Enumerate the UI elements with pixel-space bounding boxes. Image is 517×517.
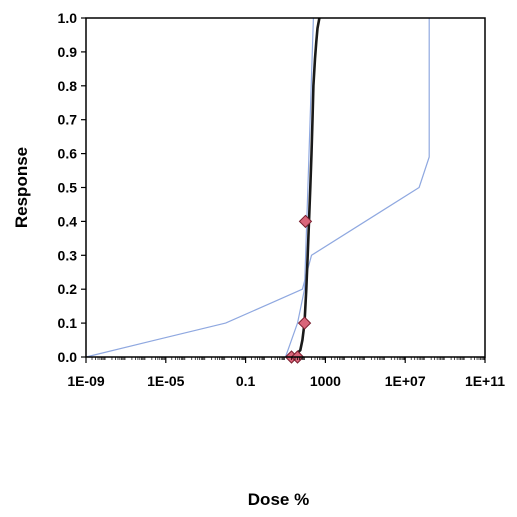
x-tick-label: 0.1 — [236, 373, 256, 389]
x-axis-title: Dose % — [248, 490, 309, 509]
y-tick-label: 0.3 — [58, 247, 78, 263]
data-point — [298, 214, 313, 229]
plot-layer — [85, 17, 430, 364]
x-tick-label: 1E-09 — [67, 373, 105, 389]
y-tick-label: 0.5 — [58, 180, 78, 196]
y-tick-label: 1.0 — [58, 10, 78, 26]
x-tick-label: 1E-05 — [147, 373, 185, 389]
x-tick-label: 1E+07 — [385, 373, 426, 389]
y-axis-title: Response — [12, 147, 31, 228]
y-tick-label: 0.9 — [58, 44, 78, 60]
series-line-band-lower — [284, 17, 314, 358]
y-tick-label: 0.8 — [58, 78, 78, 94]
series-line-fit — [292, 17, 321, 358]
y-tick-label: 0.2 — [58, 281, 78, 297]
series-line-band-upper — [85, 18, 430, 358]
y-tick-label: 0.6 — [58, 146, 78, 162]
y-tick-label: 0.1 — [58, 315, 78, 331]
y-tick-label: 0.0 — [58, 349, 78, 365]
y-tick-label: 0.4 — [58, 213, 78, 229]
x-tick-label: 1E+11 — [465, 373, 505, 389]
y-tick-label: 0.7 — [58, 112, 78, 128]
plot-frame — [85, 17, 486, 358]
axis-layer: 0.0 0.1 0.2 0.3 0.4 0.5 0.6 0.7 0.8 0.9 1.0 1E-09 1E… — [58, 10, 506, 389]
x-tick-label: 1000 — [310, 373, 341, 389]
data-point — [297, 316, 312, 330]
